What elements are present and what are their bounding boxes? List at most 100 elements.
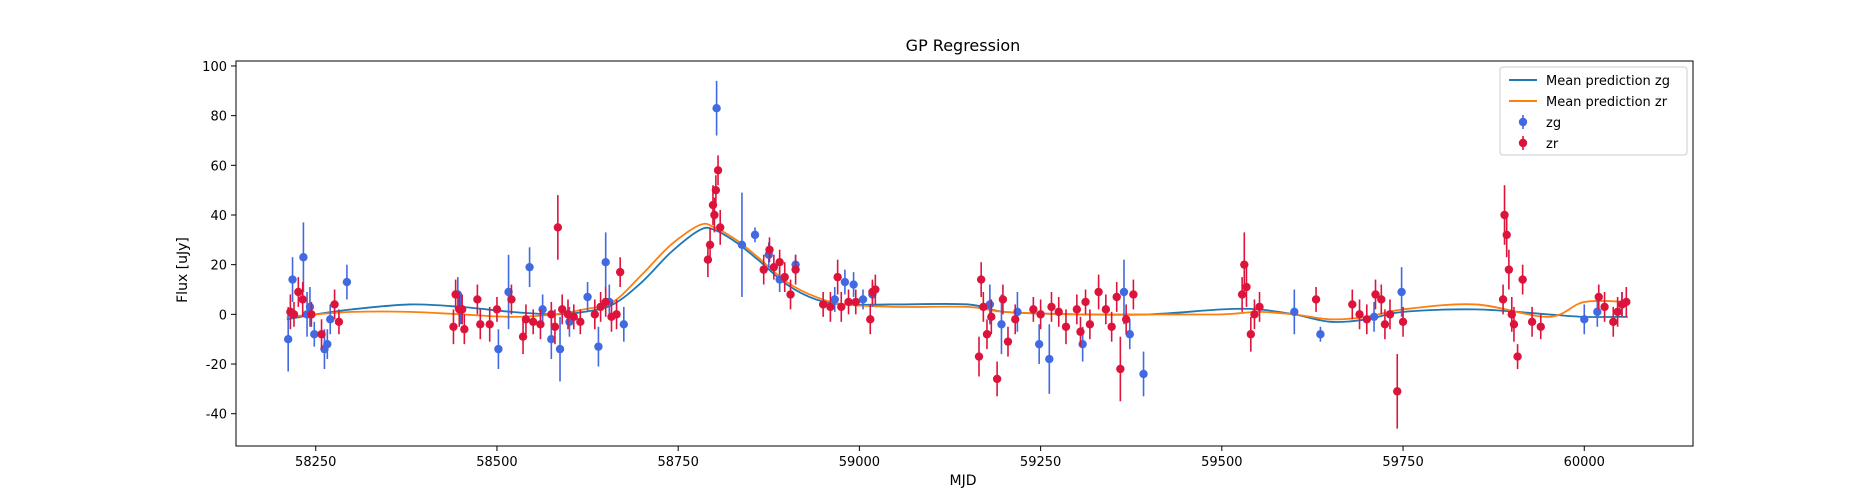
data-point-zr — [1004, 337, 1012, 345]
data-point-zg — [306, 303, 314, 311]
data-point-zr — [1102, 305, 1110, 313]
data-point-zr — [833, 273, 841, 281]
data-point-zr — [522, 315, 530, 323]
data-point-zr — [493, 305, 501, 313]
y-tick-label: -40 — [206, 408, 227, 423]
series-zr — [286, 155, 1630, 428]
data-point-zr — [983, 330, 991, 338]
data-point-zr — [1081, 298, 1089, 306]
data-point-zg — [525, 263, 533, 271]
data-point-zr — [551, 323, 559, 331]
data-point-zr — [616, 268, 624, 276]
data-point-zr — [716, 223, 724, 231]
data-point-zr — [979, 303, 987, 311]
data-point-zr — [975, 352, 983, 360]
data-point-zg — [343, 278, 351, 286]
data-point-zr — [1076, 328, 1084, 336]
data-point-zr — [1609, 318, 1617, 326]
x-tick-label: 58250 — [295, 455, 336, 470]
data-point-zg — [288, 275, 296, 283]
legend-label: Mean prediction zr — [1546, 95, 1668, 110]
data-point-zg — [1580, 315, 1588, 323]
data-point-zr — [1094, 288, 1102, 296]
legend-point-swatch — [1519, 118, 1527, 126]
data-point-zg — [712, 104, 720, 112]
data-point-zr — [1036, 310, 1044, 318]
data-point-zr — [1073, 305, 1081, 313]
data-point-zr — [476, 320, 484, 328]
data-point-zg — [1290, 308, 1298, 316]
y-tick-label: 60 — [210, 159, 227, 174]
data-point-zr — [458, 305, 466, 313]
y-tick-label: 20 — [210, 259, 227, 274]
y-tick-label: 80 — [210, 110, 227, 125]
x-tick-label: 58750 — [657, 455, 698, 470]
data-point-zr — [1107, 323, 1115, 331]
data-point-zr — [307, 310, 315, 318]
data-point-zr — [765, 246, 773, 254]
legend-label: zr — [1546, 137, 1559, 152]
data-point-zr — [1518, 275, 1526, 283]
data-point-zg — [1397, 288, 1405, 296]
y-tick-label: 40 — [210, 209, 227, 224]
data-point-zr — [536, 320, 544, 328]
data-point-zr — [1242, 283, 1250, 291]
data-point-zr — [977, 275, 985, 283]
plot-frame — [236, 61, 1693, 446]
data-point-zg — [1370, 313, 1378, 321]
data-point-zg — [494, 345, 502, 353]
data-point-zg — [620, 320, 628, 328]
data-point-zr — [507, 295, 515, 303]
data-point-zr — [460, 325, 468, 333]
x-tick-label: 59000 — [839, 455, 880, 470]
data-point-zr — [330, 300, 338, 308]
x-axis-label: MJD — [950, 473, 977, 489]
data-point-zr — [1255, 303, 1263, 311]
data-point-zr — [601, 298, 609, 306]
data-point-zr — [1062, 323, 1070, 331]
data-point-zg — [583, 293, 591, 301]
data-point-zr — [819, 300, 827, 308]
data-point-zg — [323, 340, 331, 348]
data-point-zg — [1120, 288, 1128, 296]
data-point-zg — [1593, 308, 1601, 316]
data-point-zr — [591, 310, 599, 318]
data-point-zr — [1348, 300, 1356, 308]
data-point-zg — [1139, 370, 1147, 378]
data-point-zr — [1086, 320, 1094, 328]
data-point-zr — [1510, 320, 1518, 328]
data-point-zg — [594, 342, 602, 350]
data-point-zr — [1393, 387, 1401, 395]
data-point-zr — [866, 315, 874, 323]
x-tick-label: 59750 — [1382, 455, 1423, 470]
data-point-zr — [714, 166, 722, 174]
y-tick-label: 100 — [202, 60, 227, 75]
data-point-zg — [326, 315, 334, 323]
data-point-zr — [612, 310, 620, 318]
data-point-zr — [298, 295, 306, 303]
data-point-zr — [1122, 315, 1130, 323]
data-point-zg — [831, 295, 839, 303]
data-point-zg — [841, 278, 849, 286]
data-point-zr — [1503, 231, 1511, 239]
data-point-zr — [486, 320, 494, 328]
data-point-zr — [1029, 305, 1037, 313]
y-axis-label: Flux [uJy] — [175, 237, 191, 303]
data-point-zr — [576, 318, 584, 326]
data-point-zr — [290, 310, 298, 318]
data-point-zg — [849, 280, 857, 288]
data-point-zr — [1386, 310, 1394, 318]
data-point-zr — [781, 273, 789, 281]
data-point-zr — [837, 303, 845, 311]
axes: 58250 58500 58750 59000 59250 59500 59750 60000… — [202, 60, 1693, 470]
data-point-zr — [710, 211, 718, 219]
data-point-zg — [310, 330, 318, 338]
data-point-zr — [775, 258, 783, 266]
data-point-zg — [601, 258, 609, 266]
data-point-zr — [791, 265, 799, 273]
data-point-zr — [786, 290, 794, 298]
data-point-zr — [1622, 298, 1630, 306]
data-point-zr — [1377, 295, 1385, 303]
x-tick-label: 59250 — [1020, 455, 1061, 470]
